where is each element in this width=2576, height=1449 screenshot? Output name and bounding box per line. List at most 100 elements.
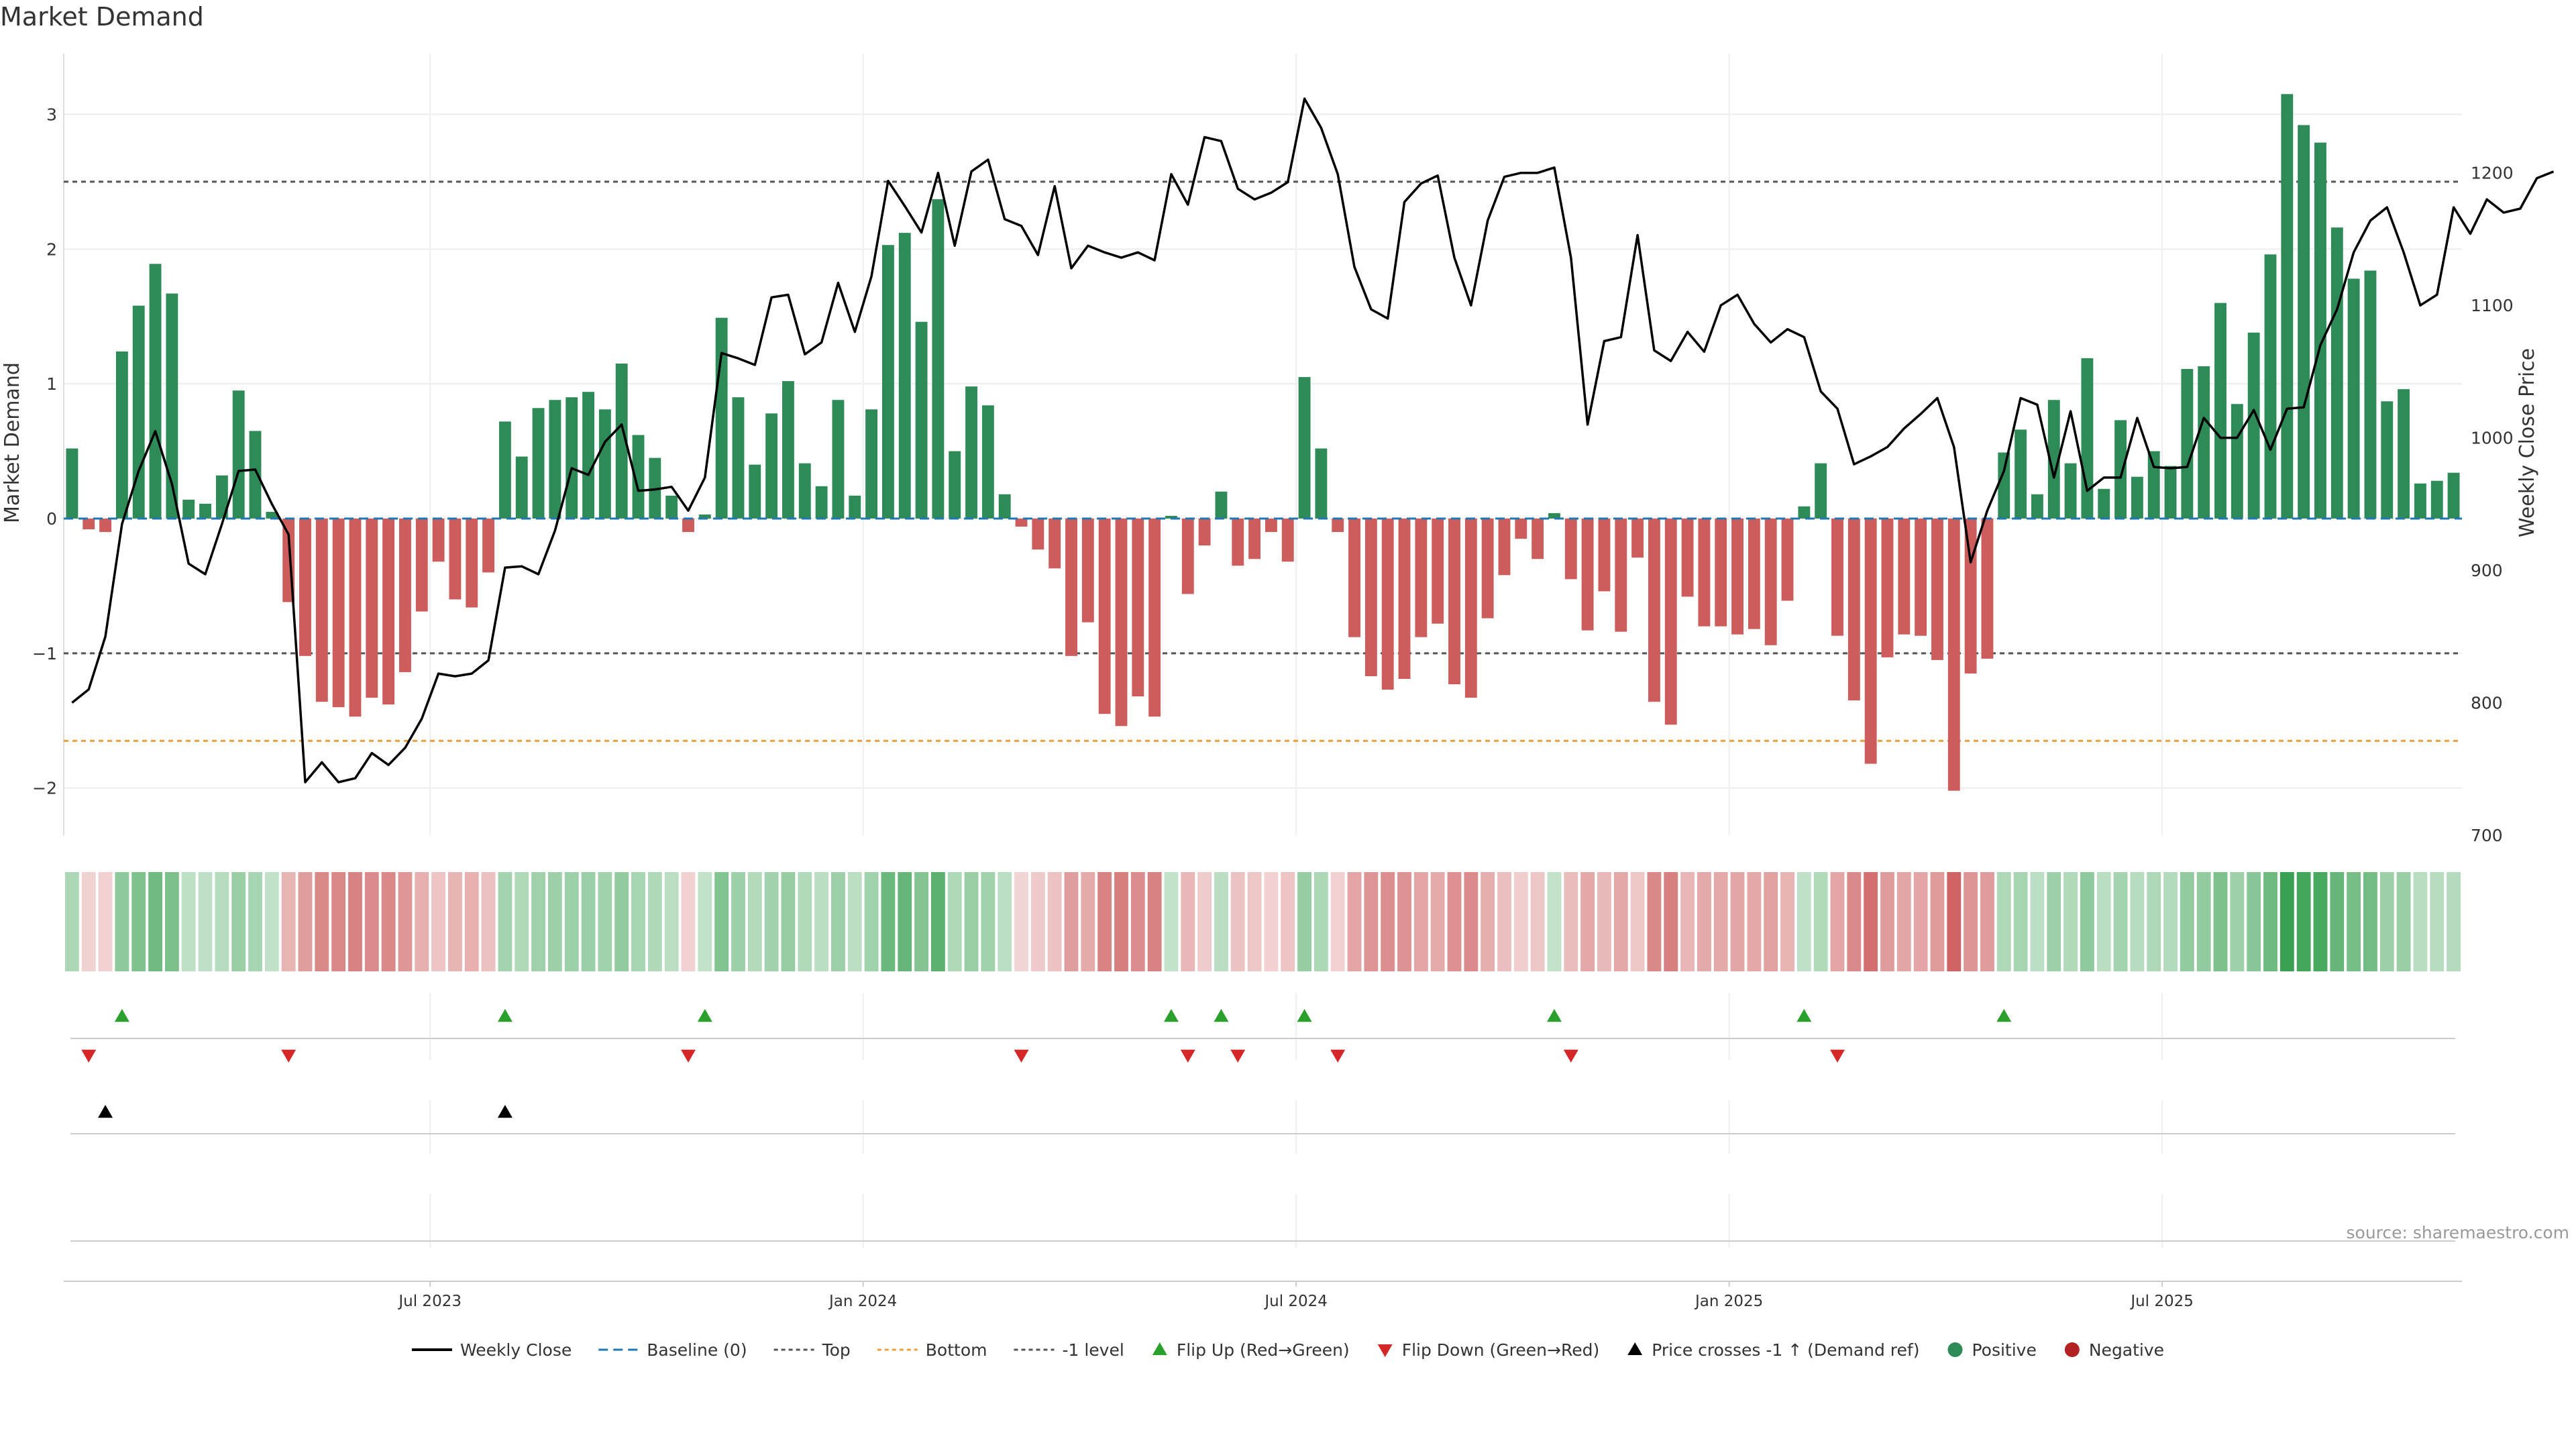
heat-cell <box>1197 872 1212 971</box>
heat-cell <box>647 872 662 971</box>
demand-bar <box>115 351 128 519</box>
heat-cell <box>1847 872 1862 971</box>
heat-cell <box>2130 872 2145 971</box>
x-axis: Jul 2023 Jan 2024 Jul 2024 Jan 2025 Jul 2025 <box>64 1281 2462 1310</box>
heat-cell <box>881 872 896 971</box>
x-tick-label: Jul 2023 <box>397 1293 462 1310</box>
heat-cell <box>248 872 262 971</box>
heat-cell <box>1097 872 1112 971</box>
demand-bar <box>932 199 945 519</box>
demand-bar <box>1915 518 1927 636</box>
demand-bar <box>2081 358 2094 519</box>
heat-cell <box>930 872 945 971</box>
heat-cell <box>898 872 912 971</box>
demand-bar <box>2047 400 2060 519</box>
flip-up-marker <box>1297 1009 1312 1022</box>
demand-bar <box>1215 491 1228 519</box>
heat-cell <box>331 872 346 971</box>
heat-cell <box>2296 872 2311 971</box>
flip-up-marker <box>1163 1009 1179 1022</box>
heat-cell <box>381 872 396 971</box>
flip-up-marker <box>497 1009 513 1022</box>
heat-cell <box>698 872 712 971</box>
heat-cell <box>364 872 379 971</box>
heat-cell <box>1230 872 1245 971</box>
y2-tick-label: 1000 <box>2471 429 2514 448</box>
heat-cell <box>2196 872 2211 971</box>
legend-swatch-triangle-up <box>1627 1342 1643 1355</box>
heat-cell <box>1114 872 1128 971</box>
flip-up-marker <box>1214 1009 1229 1022</box>
legend-label: Bottom <box>926 1340 987 1360</box>
heat-cell <box>148 872 162 971</box>
heat-cell <box>2396 872 2411 971</box>
heat-cell <box>1896 872 1911 971</box>
demand-bar <box>2015 429 2027 519</box>
heat-cell <box>281 872 296 971</box>
demand-bar <box>1864 518 1877 764</box>
heat-cell <box>1813 872 1828 971</box>
legend-item: Negative <box>2064 1340 2164 1360</box>
heat-cell <box>1481 872 1495 971</box>
demand-bar <box>566 397 578 519</box>
demand-bar <box>382 518 395 705</box>
demand-bar <box>415 518 428 612</box>
demand-bar <box>1532 518 1544 559</box>
demand-bar <box>1681 518 1694 597</box>
demand-bar <box>2031 494 2043 519</box>
heat-cell <box>814 872 829 971</box>
demand-bar <box>399 518 411 672</box>
flip-up-marker <box>697 1009 712 1022</box>
demand-bar <box>2364 270 2377 519</box>
flip-down-marker <box>1230 1049 1246 1063</box>
heat-cell <box>1464 872 1479 971</box>
demand-bar <box>582 392 594 519</box>
heat-cell <box>1381 872 1395 971</box>
heat-cell <box>2313 872 2328 971</box>
heat-cell <box>1613 872 1628 971</box>
demand-bar <box>1098 518 1111 714</box>
legend-label: Price crosses -1 ↑ (Demand ref) <box>1652 1340 1919 1360</box>
demand-bar <box>1548 513 1560 519</box>
heat-cell <box>1513 872 1528 971</box>
demand-bar <box>182 499 195 519</box>
y-tick-label: −1 <box>32 644 57 663</box>
heat-cell <box>547 872 562 971</box>
demand-bar <box>515 456 528 519</box>
heat-cell <box>1397 872 1411 971</box>
legend-swatch-dot-marker <box>1947 1342 1963 1357</box>
heat-cell <box>1864 872 1878 971</box>
demand-bar <box>998 494 1011 519</box>
heat-cell <box>1164 872 1179 971</box>
reference-lines <box>64 180 2462 742</box>
flip-down-marker <box>81 1049 97 1063</box>
heat-cell <box>681 872 696 971</box>
heat-cell <box>298 872 313 971</box>
heat-cell <box>1364 872 1379 971</box>
demand-bars <box>64 94 2462 791</box>
price-cross-marker <box>497 1105 513 1118</box>
demand-bar <box>1232 518 1244 566</box>
demand-bar <box>1398 518 1411 679</box>
heat-cell <box>1713 872 1728 971</box>
weekly-close-line <box>71 97 2555 784</box>
heat-cell <box>947 872 962 971</box>
x-tick-label: Jan 2024 <box>828 1293 897 1310</box>
demand-bar <box>349 518 362 717</box>
heat-cell <box>764 872 779 971</box>
demand-bar <box>332 518 345 708</box>
flip-up-marker <box>1546 1009 1562 1022</box>
heat-cell <box>1047 872 1062 971</box>
heat-cell <box>1597 872 1611 971</box>
heat-cell <box>614 872 629 971</box>
demand-bar <box>1198 518 1211 546</box>
legend-item: Bottom <box>877 1340 987 1360</box>
demand-bar <box>1815 463 1827 519</box>
heat-cell <box>515 872 529 971</box>
heat-cell <box>847 872 862 971</box>
y2-tick-label: 800 <box>2471 694 2503 713</box>
demand-bar <box>1432 518 1444 624</box>
legend-label: Weekly Close <box>460 1340 572 1360</box>
flip-down-marker <box>1330 1049 1346 1063</box>
demand-bar <box>1148 518 1161 717</box>
